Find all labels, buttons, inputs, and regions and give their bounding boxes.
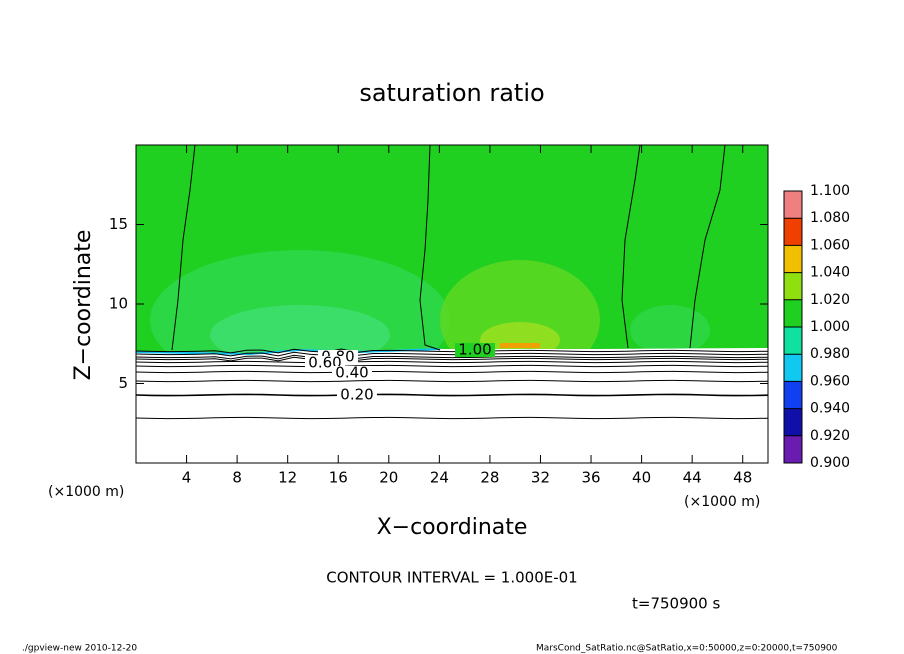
colorbar-tick-label: 0.960 — [810, 373, 850, 389]
chart-title: saturation ratio — [359, 79, 544, 107]
colorbar-tick-label: 1.020 — [810, 292, 850, 308]
x-tick-label: 44 — [683, 469, 702, 487]
contour-line — [621, 145, 641, 349]
y-tick-label: 10 — [109, 295, 128, 313]
contour-label: 1.00 — [458, 341, 491, 359]
footer-left: ./gpview-new 2010-12-20 — [22, 644, 137, 654]
x-tick-label: 32 — [531, 469, 550, 487]
contour-line — [135, 351, 769, 357]
x-tick-label: 12 — [278, 469, 297, 487]
contour-line — [419, 145, 441, 351]
contour-label-bg — [332, 366, 372, 380]
x-tick-label: 16 — [329, 469, 348, 487]
colorbar-bin — [784, 272, 802, 300]
field-low — [136, 348, 768, 463]
x-tick-label: 8 — [232, 469, 242, 487]
x-tick-label: 48 — [733, 469, 752, 487]
x-tick-label: 28 — [480, 469, 499, 487]
x-tick-label: 4 — [182, 469, 192, 487]
colorbar-tick-label: 1.080 — [810, 210, 850, 226]
colorbar-tick-label: 0.940 — [810, 401, 850, 417]
colorbar-bin — [784, 435, 802, 463]
y-tick-label: 5 — [118, 374, 128, 392]
colorbar-bin — [784, 327, 802, 355]
colorbar-tick-label: 0.920 — [810, 428, 850, 444]
contour-line — [171, 145, 196, 351]
contour-line — [689, 145, 726, 349]
field — [136, 145, 768, 463]
colorbar-bin — [784, 408, 802, 436]
y-axis-label: Z−coordinate — [71, 230, 96, 381]
colorbar-tick-label: 1.040 — [810, 265, 850, 281]
x-tick-label: 36 — [581, 469, 600, 487]
contour-interval: CONTOUR INTERVAL = 1.000E-01 — [326, 569, 577, 587]
contour-label: 0.40 — [335, 364, 368, 382]
contour-line — [135, 360, 769, 364]
field-shade — [630, 305, 710, 355]
x-unit-label: (×1000 m) — [48, 484, 124, 500]
contour-label-bg — [337, 388, 377, 402]
contour-line — [135, 393, 769, 397]
x-tick-label: 40 — [632, 469, 651, 487]
contour-label-bg — [455, 343, 495, 357]
contour-line — [135, 364, 769, 368]
colorbar-tick-label: 0.900 — [810, 455, 850, 471]
x-axis-label: X−coordinate — [377, 515, 528, 540]
contour-line — [135, 370, 769, 374]
colorbar-bin — [784, 218, 802, 246]
colorbar-bin — [784, 245, 802, 273]
colorbar-bin — [784, 191, 802, 219]
contour-line — [135, 416, 769, 420]
footer-right: MarsCond_SatRatio.nc@SatRatio,x=0:50000,… — [536, 644, 838, 654]
colorbar-bin — [784, 354, 802, 382]
field-shade — [500, 343, 540, 348]
time-label: t=750900 s — [632, 595, 720, 613]
x-tick-label: 20 — [379, 469, 398, 487]
colorbar-tick-label: 1.100 — [810, 183, 850, 199]
contour-line — [135, 379, 769, 383]
colorbar-bin — [784, 381, 802, 409]
contour-line — [135, 356, 769, 362]
x-unit-label: (×1000 m) — [684, 494, 760, 510]
contour-label: 0.20 — [340, 386, 373, 404]
colorbar-tick-label: 1.060 — [810, 237, 850, 253]
contour-line — [135, 354, 769, 360]
contour-line — [135, 348, 769, 354]
x-tick-label: 24 — [430, 469, 449, 487]
colorbar-bin — [784, 299, 802, 327]
y-tick-label: 15 — [109, 215, 128, 233]
colorbar-tick-label: 0.980 — [810, 346, 850, 362]
colorbar-tick-label: 1.000 — [810, 319, 850, 335]
